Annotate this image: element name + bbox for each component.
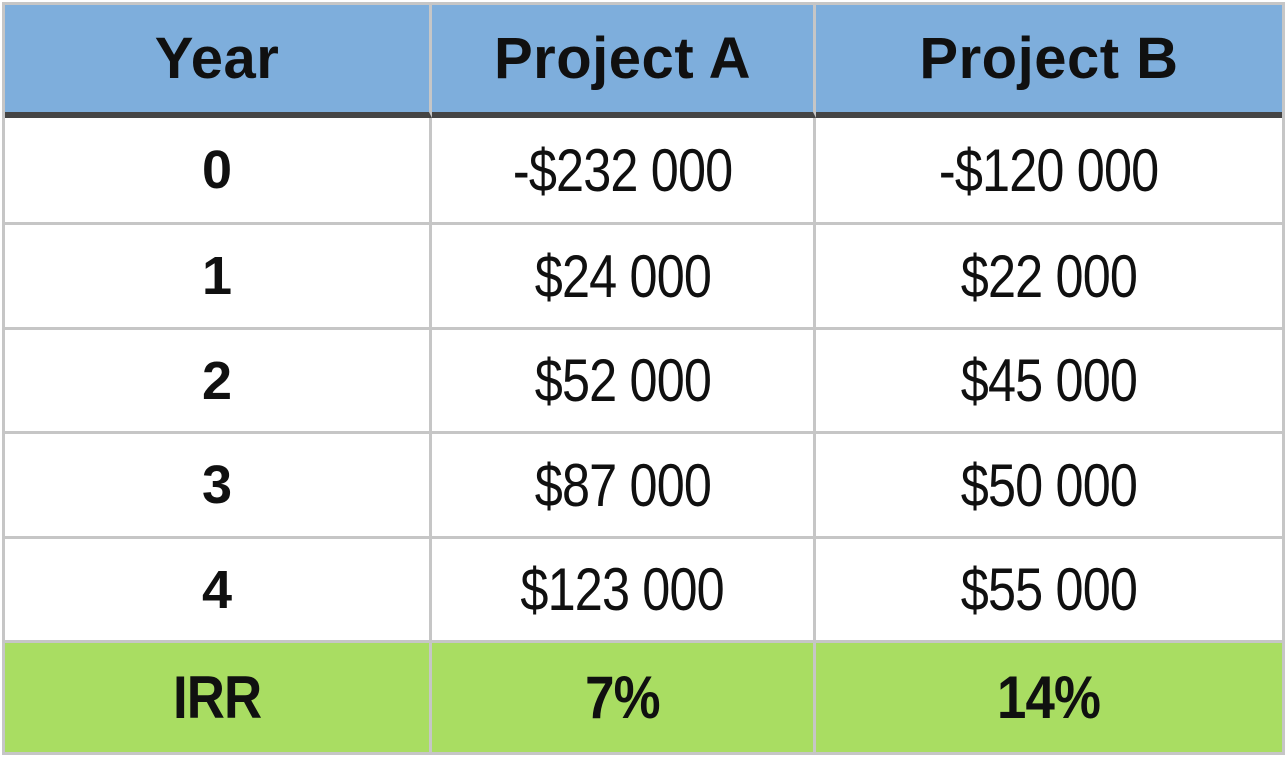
cell-a-0: -$232 000 xyxy=(432,118,816,223)
table-row: 2 $52 000 $45 000 xyxy=(5,326,1282,432)
cell-a-1: $24 000 xyxy=(432,222,816,327)
irr-a-value: 7% xyxy=(585,664,660,732)
cell-b-2-value: $45 000 xyxy=(960,347,1138,415)
cell-a-3: $87 000 xyxy=(432,431,816,536)
table-row: 1 $24 000 $22 000 xyxy=(5,222,1282,327)
cell-b-4: $55 000 xyxy=(816,535,1282,641)
cell-b-3: $50 000 xyxy=(816,431,1282,536)
cell-a-1-value: $24 000 xyxy=(534,242,711,310)
cell-b-2: $45 000 xyxy=(816,326,1282,432)
irr-b-cell: 14% xyxy=(816,640,1282,752)
cell-b-0: -$120 000 xyxy=(816,118,1282,223)
cell-a-2-value: $52 000 xyxy=(534,347,711,415)
cell-year-1: 1 xyxy=(5,222,432,327)
cell-b-0-value: -$120 000 xyxy=(939,136,1159,204)
cell-year-0: 0 xyxy=(5,118,432,223)
header-cell-project-b: Project B xyxy=(816,5,1282,118)
irr-a-cell: 7% xyxy=(432,640,816,752)
cell-a-2: $52 000 xyxy=(432,326,816,432)
cell-a-4: $123 000 xyxy=(432,535,816,641)
cell-b-1-value: $22 000 xyxy=(960,242,1138,310)
table-row: 0 -$232 000 -$120 000 xyxy=(5,118,1282,223)
table-header-row: Year Project A Project B xyxy=(5,5,1282,118)
cell-a-3-value: $87 000 xyxy=(534,451,711,519)
irr-row: IRR 7% 14% xyxy=(5,640,1282,752)
irr-b-value: 14% xyxy=(997,664,1101,732)
irr-label: IRR xyxy=(172,664,262,732)
irr-label-cell: IRR xyxy=(5,640,432,752)
header-cell-year: Year xyxy=(5,5,432,118)
table-row: 4 $123 000 $55 000 xyxy=(5,535,1282,641)
cell-year-4: 4 xyxy=(5,535,432,641)
cell-b-3-value: $50 000 xyxy=(960,451,1138,519)
cell-b-1: $22 000 xyxy=(816,222,1282,327)
header-cell-project-a: Project A xyxy=(432,5,816,118)
cell-year-3: 3 xyxy=(5,431,432,536)
table-row: 3 $87 000 $50 000 xyxy=(5,431,1282,536)
cell-a-4-value: $123 000 xyxy=(520,556,725,624)
cell-a-0-value: -$232 000 xyxy=(512,136,733,204)
cell-year-2: 2 xyxy=(5,326,432,432)
cell-b-4-value: $55 000 xyxy=(960,556,1138,624)
